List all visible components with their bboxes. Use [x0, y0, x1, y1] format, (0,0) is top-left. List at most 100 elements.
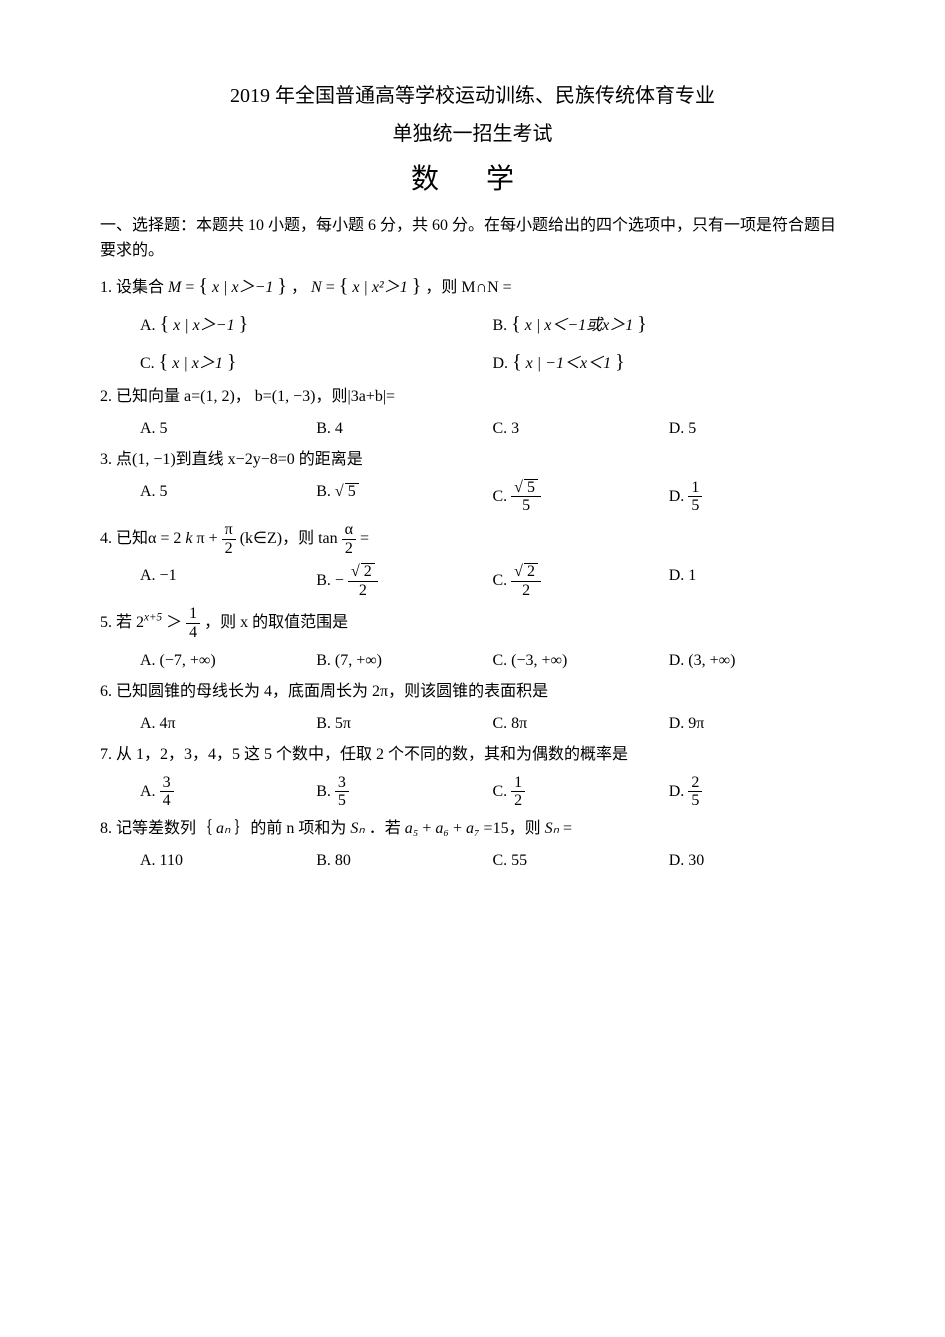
question-3: 3. 点(1, −1)到直线 x−2y−8=0 的距离是: [100, 447, 845, 473]
q6-option-b: B. 5π: [316, 711, 492, 737]
q3-options: A. 5 B. √5 C. √5 5 D. 1 5: [100, 479, 845, 515]
question-4: 4. 已知α = 2 k π + π 2 (k∈Z)，则 tan α 2 =: [100, 521, 845, 557]
q2-option-a: A. 5: [140, 416, 316, 442]
q1-C-pre: C.: [140, 355, 159, 372]
q8-option-d: D. 30: [669, 848, 845, 874]
q1-eq1: =: [185, 279, 198, 296]
q5-gt: ＞: [166, 614, 182, 631]
q1-brace-close-1: }: [277, 275, 287, 297]
q4-frac2-den: 2: [342, 540, 356, 558]
q1-tail: ，则 M∩N =: [425, 279, 511, 296]
q7-C-pre: C.: [493, 783, 512, 800]
q1-B-close: }: [637, 313, 647, 335]
q7-option-a: A. 3 4: [140, 774, 316, 810]
q5-option-c: C. (−3, +∞): [493, 648, 669, 674]
q7-options: A. 3 4 B. 3 5 C. 1 2 D. 2 5: [100, 774, 845, 810]
question-8: 8. 记等差数列｛ aₙ ｝的前 n 项和为 Sₙ ．若 a₅ + a₆ + a…: [100, 816, 845, 842]
q4-k: k: [185, 530, 192, 547]
q5-option-a: A. (−7, +∞): [140, 648, 316, 674]
q1-M: M: [168, 279, 181, 296]
q3-B-sqrt-sign: √: [335, 483, 344, 500]
q4-C-num: 2: [524, 563, 538, 580]
q4-frac1: π 2: [222, 521, 236, 557]
q4-pre: 4. 已知α: [100, 530, 156, 547]
q4-tail: =: [360, 530, 369, 547]
q1-set1-body: x | x＞−1: [212, 279, 273, 296]
q4-ke: (k∈Z)，则: [240, 530, 318, 547]
q8-options: A. 110 B. 80 C. 55 D. 30: [100, 848, 845, 874]
q5-tail: ，则 x 的取值范围是: [204, 614, 348, 631]
q8-Sn2: Sₙ: [545, 820, 559, 837]
q4-B-frac: √2 2: [348, 563, 378, 599]
q4-option-c: C. √2 2: [493, 563, 669, 599]
q4-C-pre: C.: [493, 572, 512, 589]
q4-options: A. −1 B. − √2 2 C. √2 2 D. 1: [100, 563, 845, 599]
q1-option-d: D. { x | −1＜x＜1 }: [493, 346, 846, 378]
q1-A-pre: A.: [140, 317, 160, 334]
q3-D-den: 5: [688, 497, 702, 515]
question-5: 5. 若 2x+5 ＞ 1 4 ，则 x 的取值范围是: [100, 605, 845, 641]
q2-option-b: B. 4: [316, 416, 492, 442]
q3-D-frac: 1 5: [688, 479, 702, 515]
q4-tan: tan: [318, 530, 338, 547]
q7-A-den: 4: [160, 792, 174, 810]
q1-C-body: x | x＞1: [172, 355, 223, 372]
q1-brace-open-2: {: [339, 275, 349, 297]
q7-D-den: 5: [688, 792, 702, 810]
q3-B-sqrt: 5: [345, 483, 359, 500]
q1-A-body: x | x＞−1: [173, 317, 234, 334]
question-1: 1. 设集合 M = { x | x＞−1 } ， N = { x | x²＞1…: [100, 270, 845, 302]
q4-frac1-num: π: [222, 521, 236, 540]
q7-D-frac: 2 5: [688, 774, 702, 810]
q3-option-a: A. 5: [140, 479, 316, 515]
q5-pre: 5. 若 2: [100, 614, 144, 631]
q3-option-c: C. √5 5: [493, 479, 669, 515]
q7-A-frac: 3 4: [160, 774, 174, 810]
q1-brace-close-2: }: [412, 275, 422, 297]
q4-option-b: B. − √2 2: [316, 563, 492, 599]
title-line-1: 2019 年全国普通高等学校运动训练、民族传统体育专业: [100, 80, 845, 112]
q2-option-d: D. 5: [669, 416, 845, 442]
q1-option-c: C. { x | x＞1 }: [140, 346, 493, 378]
q7-A-num: 3: [160, 774, 174, 793]
q1-B-pre: B.: [493, 317, 512, 334]
subject-heading: 数 学: [100, 158, 845, 203]
q8-tail: =: [563, 820, 572, 837]
q1-B-body: x | x＜−1或x＞1: [525, 317, 634, 334]
q1-option-b: B. { x | x＜−1或x＞1 }: [493, 308, 846, 340]
section-1-header: 一、选择题：本题共 10 小题，每小题 6 分，共 60 分。在每小题给出的四个…: [100, 213, 845, 264]
q5-option-b: B. (7, +∞): [316, 648, 492, 674]
q7-B-pre: B.: [316, 783, 335, 800]
q3-option-d: D. 1 5: [669, 479, 845, 515]
q2-option-c: C. 3: [493, 416, 669, 442]
q5-num: 1: [186, 605, 200, 624]
q1-sep1: ，: [291, 279, 307, 296]
q3-C-frac: √5 5: [511, 479, 541, 515]
q7-D-num: 2: [688, 774, 702, 793]
q4-C-den: 2: [511, 582, 541, 600]
q1-B-open: {: [511, 313, 521, 335]
q3-C-den: 5: [511, 497, 541, 515]
q7-option-d: D. 2 5: [669, 774, 845, 810]
q7-B-frac: 3 5: [335, 774, 349, 810]
question-2: 2. 已知向量 a=(1, 2)， b=(1, −3)，则|3a+b|=: [100, 384, 845, 410]
q5-frac: 1 4: [186, 605, 200, 641]
q7-B-num: 3: [335, 774, 349, 793]
q8-option-b: B. 80: [316, 848, 492, 874]
q7-C-den: 2: [511, 792, 525, 810]
q1-D-close: }: [615, 351, 625, 373]
q5-den: 4: [186, 624, 200, 642]
q8-plus2: +: [453, 820, 466, 837]
q7-B-den: 5: [335, 792, 349, 810]
q6-options: A. 4π B. 5π C. 8π D. 9π: [100, 711, 845, 737]
q1-A-open: {: [160, 313, 170, 335]
q4-eq1: = 2: [160, 530, 181, 547]
q7-A-pre: A.: [140, 783, 160, 800]
q5-exp: x+5: [144, 612, 162, 624]
q8-dot: ．若: [369, 820, 405, 837]
q3-B-pre: B.: [316, 483, 335, 500]
q6-option-d: D. 9π: [669, 711, 845, 737]
title-line-2: 单独统一招生考试: [100, 118, 845, 150]
q4-option-a: A. −1: [140, 563, 316, 599]
q3-option-b: B. √5: [316, 479, 492, 515]
